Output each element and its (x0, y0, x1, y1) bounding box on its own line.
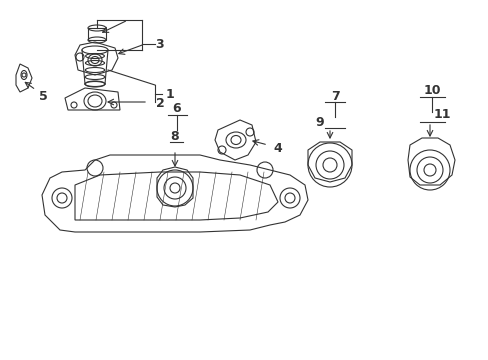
Text: 10: 10 (423, 84, 440, 96)
Text: 11: 11 (432, 108, 450, 121)
Text: 1: 1 (165, 87, 174, 100)
Text: 4: 4 (273, 141, 282, 154)
Text: 6: 6 (172, 102, 181, 114)
Text: 8: 8 (170, 130, 179, 143)
Text: 5: 5 (39, 90, 47, 103)
Text: 7: 7 (330, 90, 339, 103)
Bar (88, 28, 106, 40)
Text: 2: 2 (155, 96, 164, 109)
Text: 9: 9 (315, 116, 324, 129)
Text: 3: 3 (155, 37, 164, 50)
